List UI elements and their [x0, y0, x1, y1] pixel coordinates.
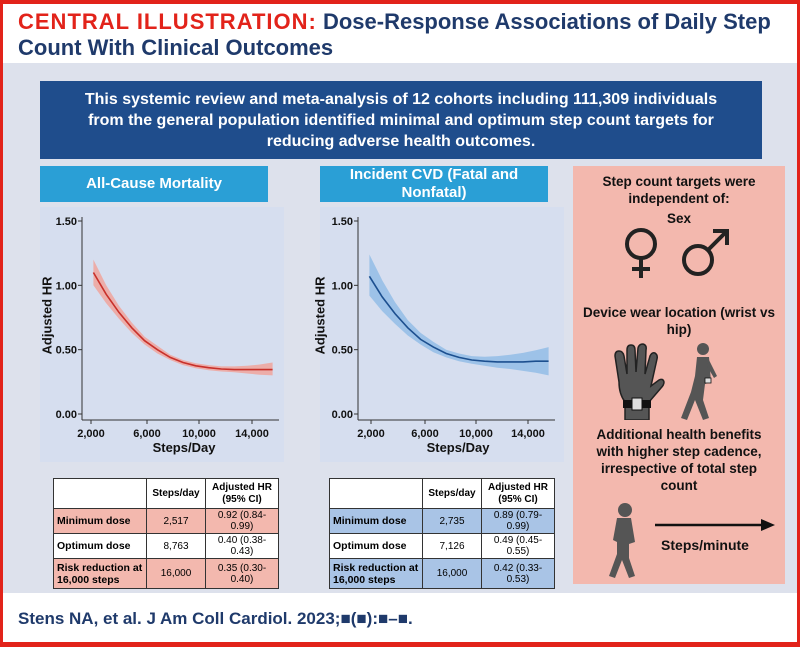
table-row: Risk reduction at 16,000 steps 16,000 0.… [53, 558, 279, 589]
row-hr: 0.35 (0.30-0.40) [205, 558, 279, 589]
row-steps: 16,000 [422, 558, 482, 589]
col-steps-header: Steps/day [422, 478, 482, 509]
cvd-results-table: Steps/day Adjusted HR (95% CI) Minimum d… [329, 478, 555, 589]
mortality-panel-header: All-Cause Mortality [40, 166, 268, 202]
hand-with-wristband-icon [614, 343, 665, 420]
mortality-results-table: Steps/day Adjusted HR (95% CI) Minimum d… [53, 478, 279, 589]
row-steps: 8,763 [146, 533, 206, 559]
table-row: Risk reduction at 16,000 steps 16,000 0.… [329, 558, 555, 589]
mortality-panel-title: All-Cause Mortality [86, 175, 222, 192]
table-row: Minimum dose 2,735 0.89 (0.79-0.99) [329, 508, 555, 534]
row-steps: 2,735 [422, 508, 482, 534]
arrow-right-icon [655, 519, 775, 531]
table-row: Minimum dose 2,517 0.92 (0.84-0.99) [53, 508, 279, 534]
page-title: CENTRAL ILLUSTRATION: Dose-Response Asso… [18, 9, 788, 61]
mortality-plot-area [40, 207, 284, 462]
citation: Stens NA, et al. J Am Coll Cardiol. 2023… [18, 609, 413, 628]
top-accent-bar [0, 0, 800, 4]
row-steps: 16,000 [146, 558, 206, 589]
table-header-row: Steps/day Adjusted HR (95% CI) [53, 478, 279, 509]
male-symbol-icon [682, 229, 729, 276]
row-label: Optimum dose [329, 533, 423, 559]
row-label: Risk reduction at 16,000 steps [329, 558, 423, 589]
row-steps: 7,126 [422, 533, 482, 559]
sidebar-sex-label: Sex [666, 211, 692, 226]
walking-person-icon [681, 343, 717, 420]
title-text: Dose-Response Associations of Daily Step… [18, 9, 771, 60]
sidebar-cadence-text: Additional health benefits with higher s… [596, 427, 762, 493]
sidebar-heading: Step count targets were independent of: [602, 174, 756, 206]
female-symbol-icon [625, 228, 657, 278]
independence-sidebar: Step count targets were independent of: … [573, 166, 785, 584]
row-hr: 0.89 (0.79-0.99) [481, 508, 555, 534]
cvd-y-axis-title: Adjusted HR [312, 276, 328, 355]
table-header-row: Steps/day Adjusted HR (95% CI) [329, 478, 555, 509]
summary-banner: This systemic review and meta-analysis o… [40, 81, 762, 159]
cvd-plot-area [320, 207, 564, 462]
mortality-y-axis-title: Adjusted HR [39, 276, 55, 355]
bottom-accent-bar [0, 642, 800, 647]
col-hr-header: Adjusted HR (95% CI) [205, 478, 279, 509]
col-steps-header: Steps/day [146, 478, 206, 509]
col-hr-header: Adjusted HR (95% CI) [481, 478, 555, 509]
table-row: Optimum dose 8,763 0.40 (0.38-0.43) [53, 533, 279, 559]
row-label: Optimum dose [53, 533, 147, 559]
mortality-x-axis-title: Steps/Day [152, 440, 216, 455]
row-label: Risk reduction at 16,000 steps [53, 558, 147, 589]
steps-per-minute-label: Steps/minute [661, 537, 749, 553]
cvd-x-axis-title: Steps/Day [426, 440, 490, 455]
table-row: Optimum dose 7,126 0.49 (0.45-0.55) [329, 533, 555, 559]
row-label: Minimum dose [53, 508, 147, 534]
row-hr: 0.49 (0.45-0.55) [481, 533, 555, 559]
row-steps: 2,517 [146, 508, 206, 534]
row-hr: 0.92 (0.84-0.99) [205, 508, 279, 534]
cvd-panel-header: Incident CVD (Fatal and Nonfatal) [320, 166, 548, 202]
row-hr: 0.42 (0.33-0.53) [481, 558, 555, 589]
row-label: Minimum dose [329, 508, 423, 534]
summary-text: This systemic review and meta-analysis o… [84, 90, 718, 150]
walking-woman-icon [609, 503, 635, 578]
row-hr: 0.40 (0.38-0.43) [205, 533, 279, 559]
sidebar-device-label: Device wear location (wrist vs hip) [582, 305, 776, 337]
cvd-panel-title: Incident CVD (Fatal and Nonfatal) [349, 166, 519, 201]
title-label: CENTRAL ILLUSTRATION: [18, 9, 317, 34]
